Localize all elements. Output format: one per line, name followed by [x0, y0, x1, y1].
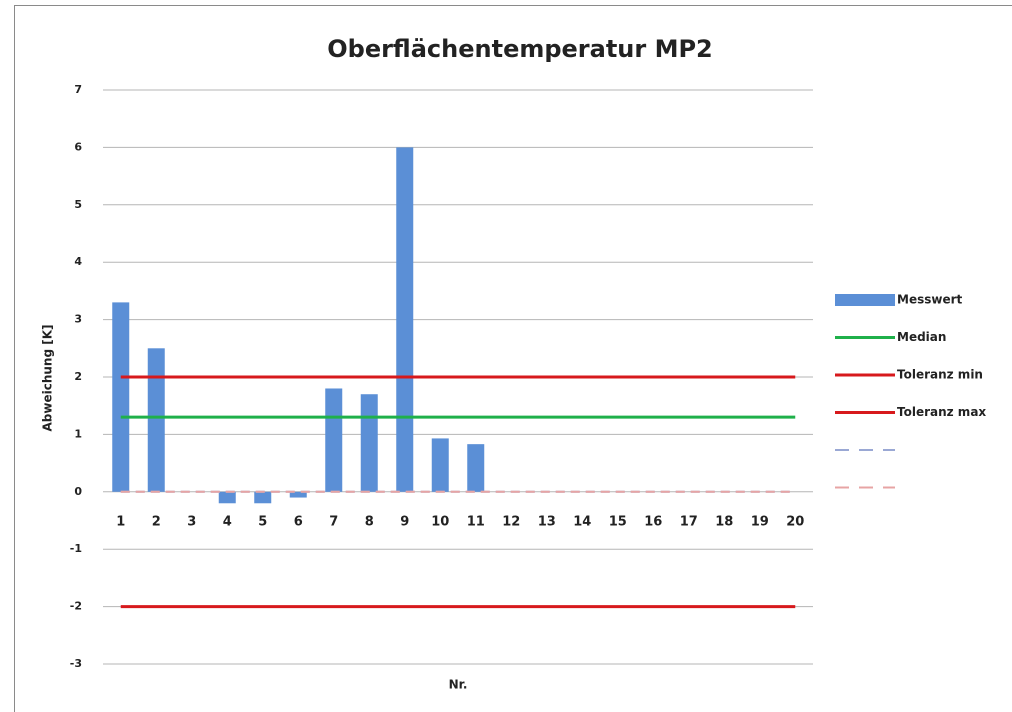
y-tick-label: 4	[74, 255, 82, 268]
legend-label: Toleranz min	[897, 368, 983, 382]
x-tick-label: 7	[329, 514, 338, 529]
bar	[325, 388, 343, 492]
bar	[467, 444, 485, 492]
bar	[112, 302, 130, 492]
x-tick-label: 15	[609, 514, 627, 529]
y-tick-label: 6	[74, 140, 82, 153]
legend-label: Toleranz max	[897, 405, 986, 419]
bar	[396, 147, 414, 492]
bar	[218, 491, 236, 504]
bar	[254, 491, 272, 504]
y-tick-label: 7	[74, 83, 82, 96]
y-tick-label: 1	[74, 427, 82, 440]
x-tick-label: 5	[258, 514, 267, 529]
x-tick-label: 9	[400, 514, 409, 529]
x-tick-label: 20	[786, 514, 804, 529]
x-tick-label: 8	[365, 514, 374, 529]
x-tick-label: 16	[644, 514, 662, 529]
x-tick-label: 11	[467, 514, 485, 529]
bar	[360, 394, 378, 492]
y-axis-label: Abweichung [K]	[41, 325, 55, 432]
y-tick-label: 2	[74, 370, 82, 383]
x-tick-label: 2	[152, 514, 161, 529]
x-tick-label: 19	[751, 514, 769, 529]
x-tick-label: 10	[431, 514, 449, 529]
x-tick-label: 3	[187, 514, 196, 529]
x-tick-label: 18	[715, 514, 733, 529]
bar	[289, 491, 307, 498]
x-axis-label: Nr.	[449, 678, 468, 692]
x-tick-label: 17	[680, 514, 698, 529]
legend-swatch	[835, 294, 895, 306]
x-tick-label: 6	[294, 514, 303, 529]
chart-title: Oberflächentemperatur MP2	[327, 35, 713, 63]
legend-label: Median	[897, 330, 946, 344]
x-tick-label: 1	[116, 514, 125, 529]
chart-frame	[14, 5, 1012, 712]
y-tick-label: -1	[70, 542, 82, 555]
x-tick-label: 12	[502, 514, 520, 529]
x-tick-label: 13	[538, 514, 556, 529]
y-tick-label: 0	[74, 485, 82, 498]
y-tick-label: -2	[70, 600, 82, 613]
y-tick-label: -3	[70, 657, 82, 670]
legend-label: Messwert	[897, 293, 963, 307]
bar	[147, 348, 165, 492]
x-tick-label: 4	[223, 514, 232, 529]
y-tick-label: 3	[74, 313, 82, 326]
x-tick-label: 14	[573, 514, 591, 529]
bar	[431, 438, 449, 492]
y-tick-label: 5	[74, 198, 82, 211]
